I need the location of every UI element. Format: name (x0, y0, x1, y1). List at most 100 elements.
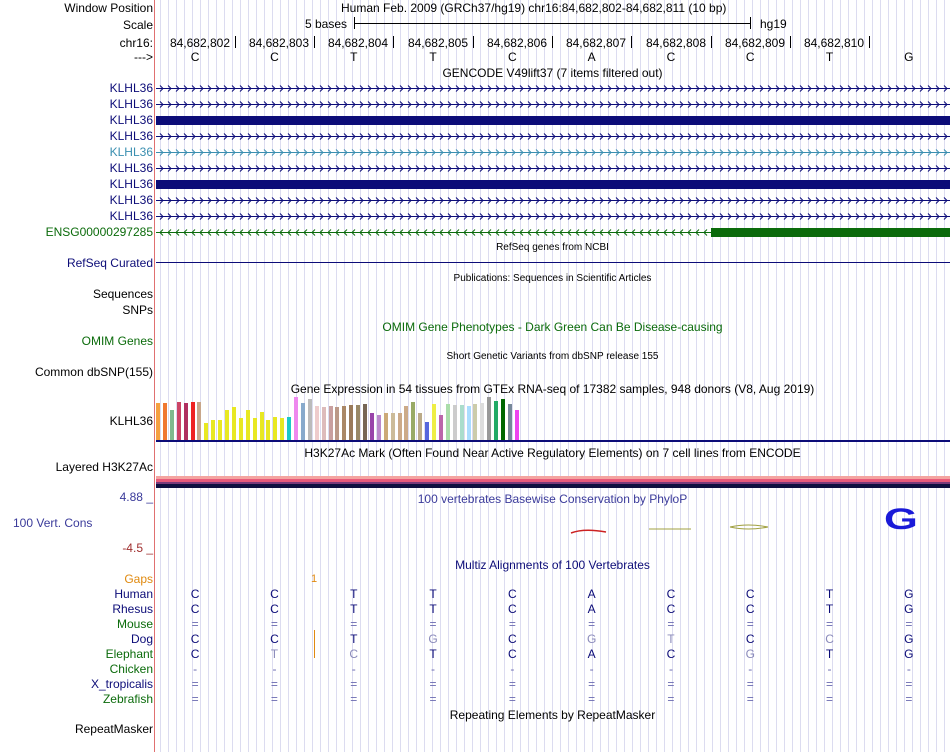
gencode-intron-arrows[interactable] (156, 149, 950, 156)
gtex-tissue-bar[interactable] (314, 406, 319, 440)
phylop-track-label[interactable]: 100 Vert. Cons (13, 516, 93, 530)
gtex-tissue-bar[interactable] (328, 406, 333, 440)
refseq-track-title[interactable]: RefSeq genes from NCBI (496, 242, 609, 253)
gtex-tissue-bar[interactable] (404, 406, 409, 440)
gencode-item-label[interactable]: KLHL36 (109, 81, 153, 95)
gtex-tissue-bar[interactable] (190, 402, 195, 440)
gtex-tissue-bar[interactable] (432, 404, 436, 440)
gtex-track-label[interactable]: KLHL36 (109, 414, 153, 428)
h3k27ac-track-title[interactable]: H3K27Ac Mark (Often Found Near Active Re… (304, 446, 801, 460)
h3k27ac-layers[interactable] (156, 476, 950, 488)
dbsnp-track-title[interactable]: Short Genetic Variants from dbSNP releas… (446, 351, 659, 362)
gtex-tissue-bar[interactable] (218, 420, 223, 440)
repeatmasker-track-label[interactable]: RepeatMasker (74, 722, 153, 736)
gencode-intron-arrows[interactable] (156, 213, 950, 220)
gtex-tissue-bar[interactable] (418, 413, 423, 440)
gtex-tissue-bar[interactable] (259, 412, 264, 440)
publications-track-title[interactable]: Publications: Sequences in Scientific Ar… (453, 273, 652, 284)
species-label[interactable]: Rhesus (112, 602, 153, 616)
gencode-intron-arrows[interactable] (156, 101, 950, 108)
gencode-exon-bar[interactable] (711, 228, 950, 237)
species-label[interactable]: Dog (130, 632, 153, 646)
gencode-item-label[interactable]: KLHL36 (109, 161, 153, 175)
gtex-tissue-bar[interactable] (335, 407, 340, 440)
gtex-tissue-bar[interactable] (266, 420, 271, 440)
gtex-tissue-bar[interactable] (452, 405, 457, 440)
gtex-tissue-bar[interactable] (349, 405, 354, 440)
species-label[interactable]: X_tropicalis (90, 677, 153, 691)
omim-track-title[interactable]: OMIM Gene Phenotypes - Dark Green Can Be… (382, 320, 723, 334)
gencode-item-label[interactable]: ENSG00000297285 (45, 225, 153, 239)
gtex-tissue-bar[interactable] (287, 417, 292, 440)
h3k27ac-track-label[interactable]: Layered H3K27Ac (55, 460, 153, 474)
species-label[interactable]: Elephant (105, 647, 153, 661)
gtex-tissue-bar[interactable] (273, 417, 278, 440)
gtex-tissue-bar[interactable] (397, 413, 402, 440)
refseq-track-label[interactable]: RefSeq Curated (66, 256, 153, 270)
species-label[interactable]: Chicken (109, 662, 153, 676)
gencode-item-label[interactable]: KLHL36 (109, 193, 153, 207)
gtex-tissue-bar[interactable] (321, 407, 326, 440)
gtex-track-title[interactable]: Gene Expression in 54 tissues from GTEx … (290, 382, 815, 396)
refseq-gene-line[interactable] (156, 262, 950, 263)
gtex-tissue-bar[interactable] (176, 402, 181, 440)
gtex-tissue-bar[interactable] (376, 415, 381, 440)
gtex-tissue-bar[interactable] (459, 405, 464, 440)
gencode-item-label[interactable]: KLHL36 (109, 113, 153, 127)
gtex-tissue-bar[interactable] (445, 404, 450, 440)
gtex-tissue-bar[interactable] (501, 399, 505, 440)
omim-track-label[interactable]: OMIM Genes (81, 334, 153, 348)
gtex-tissue-bar[interactable] (197, 402, 202, 440)
gtex-tissue-bar[interactable] (363, 404, 367, 440)
gtex-tissue-bar[interactable] (466, 406, 471, 440)
gtex-tissue-bar[interactable] (204, 423, 209, 440)
gtex-tissue-bar[interactable] (480, 403, 485, 440)
gtex-tissue-bar[interactable] (231, 407, 236, 440)
dbsnp-track-label[interactable]: Common dbSNP(155) (34, 365, 153, 379)
gtex-tissue-bar[interactable] (156, 403, 160, 440)
gtex-tissue-bar[interactable] (356, 405, 361, 440)
species-label[interactable]: Human (114, 587, 153, 601)
species-label[interactable]: Mouse (116, 617, 153, 631)
gencode-exon-bar[interactable] (156, 180, 950, 189)
phylop-track-title[interactable]: 100 vertebrates Basewise Conservation by… (417, 492, 688, 506)
gtex-tissue-bar[interactable] (494, 401, 499, 440)
gtex-tissue-bar[interactable] (390, 413, 395, 440)
sequences-label[interactable]: Sequences (92, 287, 153, 301)
gtex-tissue-bar[interactable] (342, 406, 347, 440)
gtex-tissue-bar[interactable] (252, 418, 257, 440)
gtex-tissue-bar[interactable] (425, 422, 430, 440)
gencode-item-label[interactable]: KLHL36 (109, 129, 153, 143)
gtex-bar-chart[interactable] (156, 396, 556, 440)
gtex-tissue-bar[interactable] (438, 415, 443, 440)
gencode-item-label[interactable]: KLHL36 (109, 209, 153, 223)
gtex-tissue-bar[interactable] (411, 402, 416, 440)
gtex-tissue-bar[interactable] (300, 403, 305, 440)
multiz-track-title[interactable]: Multiz Alignments of 100 Vertebrates (455, 558, 650, 572)
gtex-tissue-bar[interactable] (383, 413, 388, 440)
gtex-tissue-bar[interactable] (307, 399, 312, 440)
gencode-intron-arrows[interactable] (156, 85, 950, 92)
gtex-tissue-bar[interactable] (211, 420, 216, 440)
gtex-tissue-bar[interactable] (162, 403, 167, 440)
gtex-tissue-bar[interactable] (225, 410, 229, 440)
gtex-tissue-bar[interactable] (507, 404, 512, 440)
gtex-tissue-bar[interactable] (238, 418, 243, 440)
gtex-tissue-bar[interactable] (245, 410, 250, 440)
gencode-item-label[interactable]: KLHL36 (109, 145, 153, 159)
repeatmasker-track-title[interactable]: Repeating Elements by RepeatMasker (449, 708, 656, 722)
gtex-tissue-bar[interactable] (487, 397, 492, 440)
gencode-intron-arrows[interactable] (156, 197, 950, 204)
gtex-tissue-bar[interactable] (280, 418, 285, 440)
gencode-track-title[interactable]: GENCODE V49lift37 (7 items filtered out) (442, 66, 663, 80)
phylop-signal[interactable] (156, 508, 950, 548)
gencode-intron-arrows[interactable] (156, 133, 950, 140)
gencode-item-label[interactable]: KLHL36 (109, 97, 153, 111)
gtex-tissue-bar[interactable] (183, 403, 188, 440)
gtex-tissue-bar[interactable] (473, 404, 478, 440)
species-label[interactable]: Zebrafish (102, 692, 153, 706)
gtex-tissue-bar[interactable] (169, 410, 174, 440)
gencode-exon-bar[interactable] (156, 116, 950, 125)
gencode-item-label[interactable]: KLHL36 (109, 177, 153, 191)
snps-label[interactable]: SNPs (122, 303, 153, 317)
